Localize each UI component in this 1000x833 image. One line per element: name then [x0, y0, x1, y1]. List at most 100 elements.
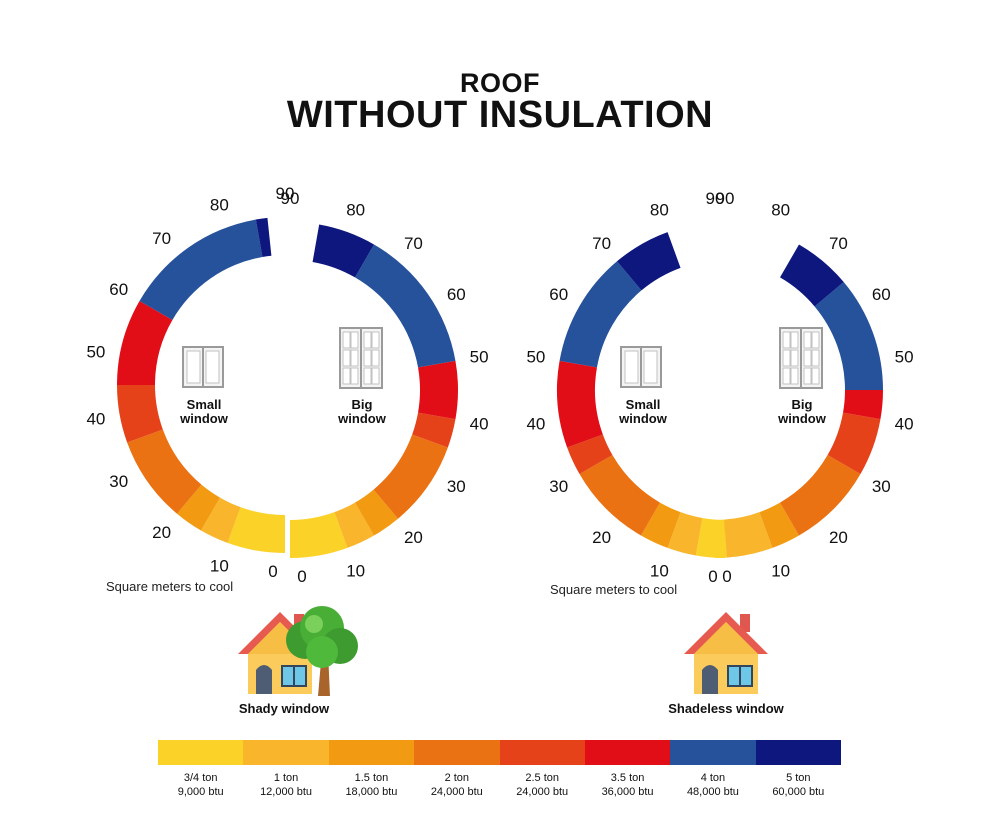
tick-label: 40 [86, 409, 105, 428]
gauge-segment [117, 301, 173, 385]
legend-swatch [414, 740, 500, 765]
window-label: window [618, 411, 668, 426]
legend-ton: 5 ton [786, 772, 811, 784]
tick-label: 80 [771, 201, 790, 220]
gauge-segment [715, 519, 727, 558]
tick-label: 50 [470, 348, 489, 367]
legend-ton: 3.5 ton [610, 772, 645, 784]
window-label: window [777, 411, 827, 426]
house-label-shadeless: Shadeless window [668, 701, 784, 716]
house-label-shady: Shady window [238, 701, 330, 716]
tick-label: 90 [716, 189, 735, 208]
gauge-segment [312, 224, 374, 278]
legend-entry: 5 ton 60,000 btu [756, 771, 841, 799]
gauge-segment [641, 502, 681, 548]
gauge-segment [827, 412, 881, 474]
tick-label: 40 [470, 414, 489, 433]
gauge-segment [567, 434, 613, 474]
tick-label: 10 [346, 561, 365, 580]
tick-label: 0 [722, 567, 731, 586]
gauge-segment [759, 502, 799, 548]
legend-ton: 1 ton [273, 772, 299, 784]
big-window-icon [339, 327, 383, 389]
legend-btu: 48,000 btu [686, 786, 739, 798]
tick-label: 70 [152, 229, 171, 248]
tick-label: 70 [592, 234, 611, 253]
tick-label: 50 [86, 343, 105, 362]
tick-label: 10 [771, 561, 790, 580]
window-label: window [337, 411, 387, 426]
legend-ton: 2 ton [444, 772, 470, 784]
gauge-segment [373, 434, 448, 519]
gauge-segment [255, 217, 272, 257]
tick-label: 0 [297, 567, 306, 586]
legend-btu: 24,000 btu [430, 786, 483, 798]
gauge-segment [227, 507, 285, 553]
window-label: Big [352, 397, 373, 412]
tick-label: 20 [404, 528, 423, 547]
tick-label: 90 [706, 189, 725, 208]
gauge-segment [780, 244, 844, 307]
legend-entry: 3.5 ton 36,000 btu [585, 771, 670, 799]
gauge-segment [617, 232, 681, 291]
legend-btu: 36,000 btu [601, 786, 654, 798]
gauge-segment [780, 455, 861, 536]
gauge-segment [667, 512, 703, 556]
tick-label: 70 [829, 234, 848, 253]
title-line1: ROOF [460, 68, 540, 98]
gauge-segment [412, 412, 456, 448]
tick-label: 60 [109, 280, 128, 299]
gauge-segment [117, 385, 163, 443]
gauge-segment [557, 360, 603, 448]
big-window-icon [779, 327, 823, 389]
gauge-segment [814, 282, 883, 390]
gauge-segment [290, 512, 348, 558]
small-window-icon [182, 346, 224, 388]
legend-entry: 4 ton 48,000 btu [670, 771, 755, 799]
tick-label: 30 [872, 477, 891, 496]
window-label: Small [626, 397, 661, 412]
gauge-segment [579, 455, 660, 536]
axis-caption-left: Square meters to cool [106, 579, 234, 594]
tick-label: 40 [526, 414, 545, 433]
gauge-segment [139, 219, 263, 320]
legend-ton: 1.5 ton [354, 772, 389, 784]
tick-label: 30 [549, 477, 568, 496]
tick-label: 30 [447, 477, 466, 496]
tick-label: 0 [268, 562, 277, 581]
tick-label: 20 [829, 528, 848, 547]
legend-btu: 24,000 btu [516, 786, 569, 798]
tick-label: 60 [447, 285, 466, 304]
tick-label: 50 [895, 348, 914, 367]
legend-labels: 3/4 ton 9,000 btu 1 ton 12,000 btu 1.5 ton 18… [158, 771, 841, 799]
legend-btu: 12,000 btu [260, 786, 313, 798]
legend-swatch [243, 740, 329, 765]
gauge-segment [201, 497, 241, 543]
tick-label: 10 [210, 556, 229, 575]
legend-btu: 60,000 btu [772, 786, 825, 798]
gauge-segment [127, 429, 202, 514]
tick-label: 40 [895, 414, 914, 433]
legend-entry: 1.5 ton 18,000 btu [329, 771, 414, 799]
gauge-segment [724, 512, 773, 558]
legend-color-bar [158, 740, 841, 765]
legend-entry: 2.5 ton 24,000 btu [500, 771, 585, 799]
legend: 3/4 ton 9,000 btu 1 ton 12,000 btu 1.5 ton 18… [158, 740, 841, 799]
tick-label: 80 [210, 196, 229, 215]
axis-caption-right: Square meters to cool [550, 582, 678, 597]
legend-entry: 3/4 ton 9,000 btu [158, 771, 243, 799]
small-window-icon [620, 346, 662, 388]
legend-swatch [499, 740, 585, 765]
gauge-segment [355, 244, 456, 368]
gauge-segment [418, 360, 459, 420]
gauge-segment [334, 502, 374, 548]
tick-label: 90 [276, 184, 295, 203]
gauge-segment [843, 390, 883, 420]
gauge-segment [355, 489, 398, 536]
legend-entry: 2 ton 24,000 btu [414, 771, 499, 799]
